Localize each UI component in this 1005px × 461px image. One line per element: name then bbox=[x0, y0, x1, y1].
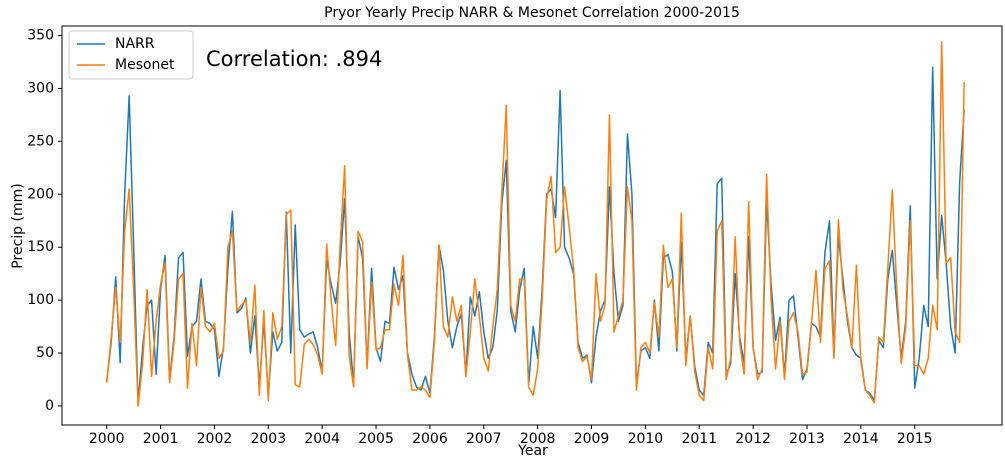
y-tick-label: 300 bbox=[27, 80, 54, 96]
y-tick-label: 150 bbox=[27, 239, 54, 255]
x-tick-label: 2011 bbox=[681, 431, 717, 447]
x-tick-label: 2005 bbox=[358, 431, 394, 447]
x-tick-label: 2003 bbox=[250, 431, 286, 447]
legend-label: NARR bbox=[115, 36, 155, 52]
y-axis-label: Precip (mm) bbox=[10, 183, 26, 268]
x-tick-label: 2008 bbox=[520, 431, 556, 447]
x-axis-label: Year bbox=[517, 443, 548, 459]
y-tick-label: 50 bbox=[36, 345, 54, 361]
x-tick-label: 2006 bbox=[412, 431, 448, 447]
x-tick-label: 2015 bbox=[897, 431, 933, 447]
x-tick-label: 2012 bbox=[735, 431, 771, 447]
annotation: Correlation: .894 bbox=[206, 47, 382, 71]
x-tick-label: 2010 bbox=[628, 431, 664, 447]
x-tick-label: 2002 bbox=[197, 431, 233, 447]
y-tick-label: 200 bbox=[27, 186, 54, 202]
x-tick-label: 2004 bbox=[304, 431, 340, 447]
legend-box bbox=[68, 30, 194, 80]
chart-title: Pryor Yearly Precip NARR & Mesonet Corre… bbox=[324, 5, 740, 21]
series-line bbox=[105, 41, 965, 407]
x-tick-label: 2013 bbox=[789, 431, 825, 447]
series-line bbox=[105, 66, 965, 405]
y-tick-label: 0 bbox=[45, 398, 54, 414]
x-tick-label: 2009 bbox=[574, 431, 610, 447]
y-tick-label: 100 bbox=[27, 292, 54, 308]
legend-label: Mesonet bbox=[115, 57, 175, 73]
x-tick-label: 2000 bbox=[89, 431, 125, 447]
x-tick-label: 2007 bbox=[466, 431, 502, 447]
y-tick-label: 250 bbox=[27, 133, 54, 149]
x-tick-label: 2001 bbox=[143, 431, 179, 447]
plot-frame bbox=[61, 25, 1003, 426]
x-tick-label: 2014 bbox=[843, 431, 879, 447]
y-tick-label: 350 bbox=[27, 28, 54, 44]
